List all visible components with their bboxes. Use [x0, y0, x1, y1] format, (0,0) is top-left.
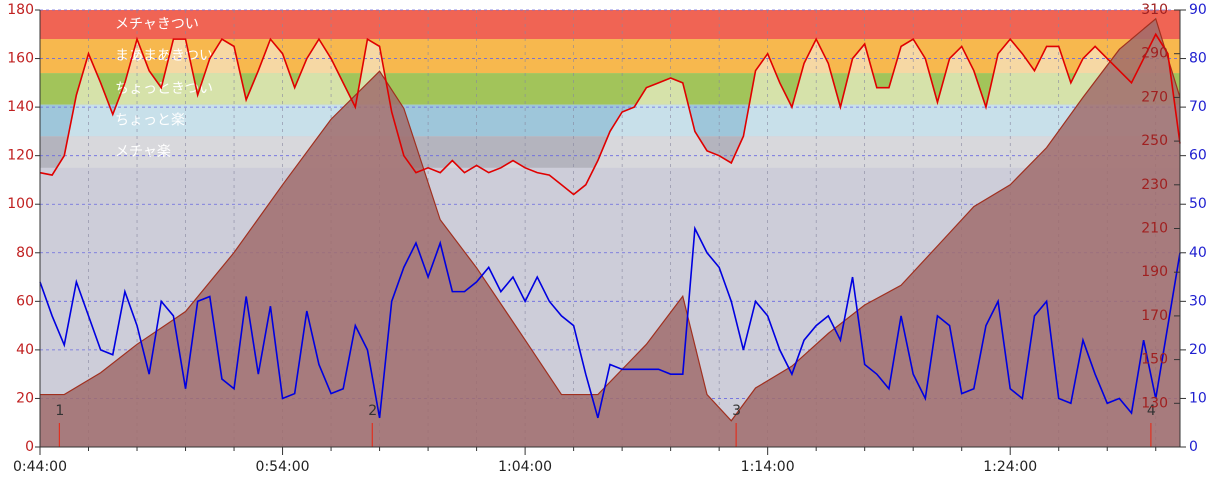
y-tick-label: 20	[16, 390, 34, 406]
lap-label: 1	[55, 403, 64, 419]
lap-label: 2	[368, 403, 377, 419]
zone-band	[40, 136, 1180, 168]
x-tick-label: 1:24:00	[983, 459, 1037, 475]
y2-tick-label: 170	[1141, 308, 1168, 324]
y3-tick-label: 40	[1189, 245, 1207, 261]
y-tick-label: 160	[7, 51, 34, 67]
y2-tick-label: 130	[1141, 395, 1168, 411]
y3-tick-label: 0	[1189, 439, 1198, 455]
y-tick-label: 0	[25, 439, 34, 455]
zone-label: まあまあきつい	[115, 48, 213, 64]
y-tick-label: 120	[7, 148, 34, 164]
y-tick-label: 100	[7, 196, 34, 212]
y-tick-label: 180	[7, 2, 34, 18]
y2-tick-label: 150	[1141, 352, 1168, 368]
zone-label: ちょっときつい	[115, 81, 213, 97]
y3-tick-label: 90	[1189, 2, 1207, 18]
y-tick-label: 140	[7, 99, 34, 115]
heart-rate-line	[39, 32, 1181, 196]
y-tick-label: 40	[16, 342, 34, 358]
y2-tick-label: 290	[1141, 46, 1168, 62]
y3-tick-label: 50	[1189, 196, 1207, 212]
elevation-line	[40, 17, 1181, 422]
lap-label: 3	[732, 403, 741, 419]
zone-label: ちょっと楽	[115, 112, 185, 128]
y3-tick-label: 20	[1189, 342, 1207, 358]
x-tick-label: 1:04:00	[498, 459, 552, 475]
y3-tick-label: 70	[1189, 99, 1207, 115]
elevation-area	[40, 18, 1180, 448]
zone-band-active	[40, 10, 1180, 40]
y2-tick-label: 230	[1141, 177, 1168, 193]
y3-tick-label: 80	[1189, 51, 1207, 67]
cadence-line	[39, 225, 1181, 419]
y-tick-label: 60	[16, 293, 34, 309]
y2-tick-label: 270	[1141, 89, 1168, 105]
y3-tick-label: 10	[1189, 390, 1207, 406]
y2-tick-label: 210	[1141, 221, 1168, 237]
zone-label: メチャきつい	[115, 17, 199, 33]
y3-tick-label: 30	[1189, 293, 1207, 309]
y2-tick-label: 190	[1141, 264, 1168, 280]
y2-tick-label: 250	[1141, 133, 1168, 149]
x-tick-label: 0:54:00	[256, 459, 310, 475]
zone-label: メチャ楽	[115, 144, 171, 160]
lap-label: 4	[1147, 403, 1156, 419]
y3-tick-label: 60	[1189, 148, 1207, 164]
x-tick-label: 0:44:00	[13, 459, 67, 475]
y2-tick-label: 310	[1141, 2, 1168, 18]
x-tick-label: 1:14:00	[741, 459, 795, 475]
y-tick-label: 80	[16, 245, 34, 261]
